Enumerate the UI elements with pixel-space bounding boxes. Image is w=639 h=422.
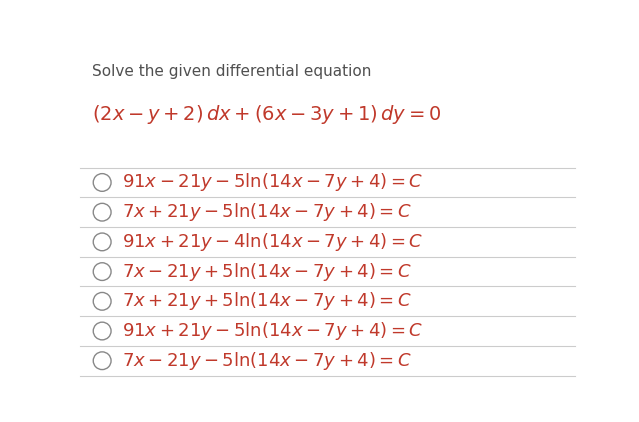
Text: $7x + 21y - 5\ln(14x - 7y + 4) = C$: $7x + 21y - 5\ln(14x - 7y + 4) = C$: [122, 201, 412, 223]
Text: Solve the given differential equation: Solve the given differential equation: [92, 64, 372, 78]
Text: $7x - 21y - 5\ln(14x - 7y + 4) = C$: $7x - 21y - 5\ln(14x - 7y + 4) = C$: [122, 350, 412, 372]
Text: $7x - 21y + 5\ln(14x - 7y + 4) = C$: $7x - 21y + 5\ln(14x - 7y + 4) = C$: [122, 261, 412, 283]
Text: $7x + 21y + 5\ln(14x - 7y + 4) = C$: $7x + 21y + 5\ln(14x - 7y + 4) = C$: [122, 290, 412, 312]
Text: $91x + 21y - 5\ln(14x - 7y + 4) = C$: $91x + 21y - 5\ln(14x - 7y + 4) = C$: [122, 320, 423, 342]
Text: $91x + 21y - 4\ln(14x - 7y + 4) = C$: $91x + 21y - 4\ln(14x - 7y + 4) = C$: [122, 231, 423, 253]
Text: $(2x - y + 2)\,dx + (6x - 3y + 1)\,dy = 0$: $(2x - y + 2)\,dx + (6x - 3y + 1)\,dy = …: [92, 103, 442, 126]
Text: $91x - 21y - 5\ln(14x - 7y + 4) = C$: $91x - 21y - 5\ln(14x - 7y + 4) = C$: [122, 171, 423, 193]
